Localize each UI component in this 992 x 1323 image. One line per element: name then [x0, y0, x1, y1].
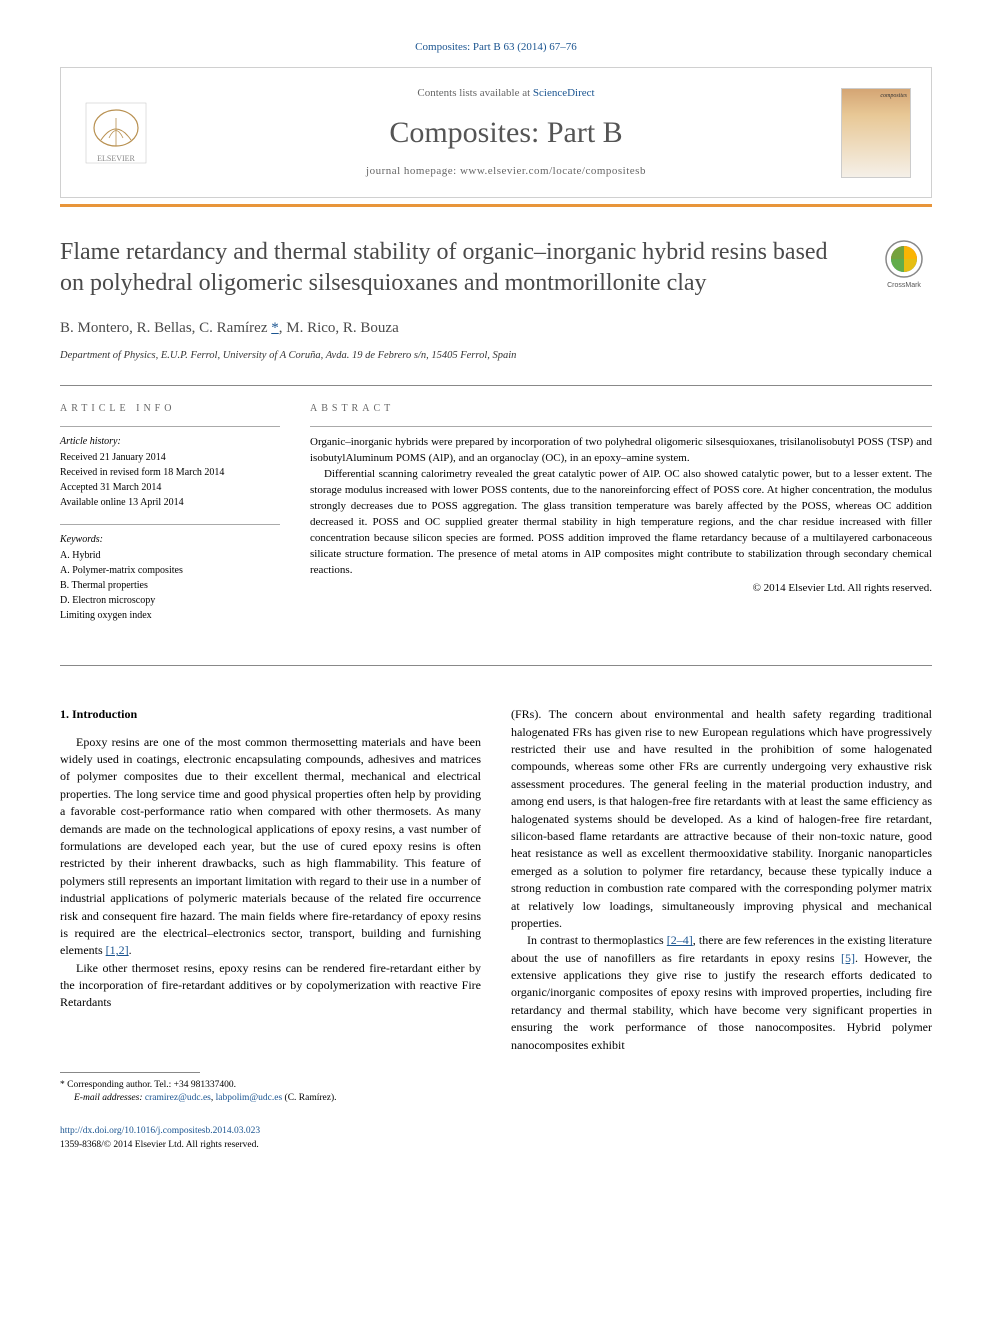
sciencedirect-link[interactable]: ScienceDirect [533, 87, 595, 99]
email-link[interactable]: labpolim@udc.es [216, 1093, 283, 1103]
svg-text:ELSEVIER: ELSEVIER [97, 154, 135, 163]
contents-line: Contents lists available at ScienceDirec… [171, 86, 841, 101]
author-list: B. Montero, R. Bellas, C. Ramírez [60, 320, 271, 336]
email-suffix: (C. Ramírez). [282, 1093, 336, 1103]
keyword: Limiting oxygen index [60, 609, 280, 623]
footer-bar: http://dx.doi.org/10.1016/j.compositesb.… [60, 1125, 481, 1152]
body-paragraph: In contrast to thermoplastics [2–4], the… [511, 932, 932, 1054]
email-label: E-mail addresses: [74, 1093, 145, 1103]
header-accent-bar [60, 204, 932, 207]
svg-text:CrossMark: CrossMark [887, 282, 921, 289]
authors: B. Montero, R. Bellas, C. Ramírez *, M. … [60, 318, 932, 339]
accepted-date: Accepted 31 March 2014 [60, 481, 280, 495]
abstract-p2: Differential scanning calorimetry reveal… [310, 467, 932, 579]
issn-copyright: 1359-8368/© 2014 Elsevier Ltd. All right… [60, 1140, 259, 1150]
footnote-divider [60, 1072, 200, 1073]
affiliation: Department of Physics, E.U.P. Ferrol, Un… [60, 349, 932, 364]
ref-link[interactable]: [1,2] [106, 943, 129, 957]
body-paragraph: Like other thermoset resins, epoxy resin… [60, 960, 481, 1012]
footnotes: * Corresponding author. Tel.: +34 981337… [60, 1079, 481, 1106]
body-paragraph: Epoxy resins are one of the most common … [60, 734, 481, 960]
abstract-heading: abstract [310, 402, 932, 416]
homepage-prefix: journal homepage: [366, 165, 460, 177]
revised-date: Received in revised form 18 March 2014 [60, 466, 280, 480]
citation-line: Composites: Part B 63 (2014) 67–76 [60, 40, 932, 55]
keyword: A. Polymer-matrix composites [60, 564, 280, 578]
crossmark-badge[interactable]: CrossMark [877, 237, 932, 292]
corresponding-author-note: * Corresponding author. Tel.: +34 981337… [60, 1079, 481, 1092]
homepage-line: journal homepage: www.elsevier.com/locat… [171, 164, 841, 179]
body-column-left: 1. Introduction Epoxy resins are one of … [60, 706, 481, 1152]
abstract-p1: Organic–inorganic hybrids were prepared … [310, 435, 932, 467]
email-link[interactable]: cramirez@udc.es [145, 1093, 211, 1103]
article-info-heading: article info [60, 402, 280, 416]
doi-link[interactable]: http://dx.doi.org/10.1016/j.compositesb.… [60, 1126, 260, 1136]
body-column-right: (FRs). The concern about environmental a… [511, 706, 932, 1152]
ref-link[interactable]: [2–4] [667, 933, 693, 947]
article-info-sidebar: article info Article history: Received 2… [60, 402, 280, 637]
keywords-label: Keywords: [60, 533, 280, 547]
abstract-copyright: © 2014 Elsevier Ltd. All rights reserved… [310, 581, 932, 597]
online-date: Available online 13 April 2014 [60, 496, 280, 510]
keyword: B. Thermal properties [60, 579, 280, 593]
article-title: Flame retardancy and thermal stability o… [60, 237, 877, 299]
elsevier-logo: ELSEVIER [81, 98, 151, 168]
keyword: A. Hybrid [60, 549, 280, 563]
ref-link[interactable]: [5] [841, 951, 855, 965]
journal-title: Composites: Part B [171, 112, 841, 154]
keyword: D. Electron microscopy [60, 594, 280, 608]
author-list-cont: , M. Rico, R. Bouza [279, 320, 399, 336]
body-columns: 1. Introduction Epoxy resins are one of … [60, 706, 932, 1152]
homepage-url: www.elsevier.com/locate/compositesb [460, 165, 646, 177]
history-label: Article history: [60, 435, 280, 449]
corresponding-author-link[interactable]: * [271, 320, 279, 336]
section-heading-intro: 1. Introduction [60, 706, 481, 723]
journal-header: ELSEVIER Contents lists available at Sci… [60, 67, 932, 198]
received-date: Received 21 January 2014 [60, 451, 280, 465]
journal-cover-thumbnail [841, 88, 911, 178]
abstract-column: abstract Organic–inorganic hybrids were … [310, 402, 932, 637]
contents-prefix: Contents lists available at [417, 87, 532, 99]
divider [60, 665, 932, 666]
abstract-text: Organic–inorganic hybrids were prepared … [310, 435, 932, 596]
body-paragraph: (FRs). The concern about environmental a… [511, 706, 932, 932]
divider [60, 385, 932, 386]
